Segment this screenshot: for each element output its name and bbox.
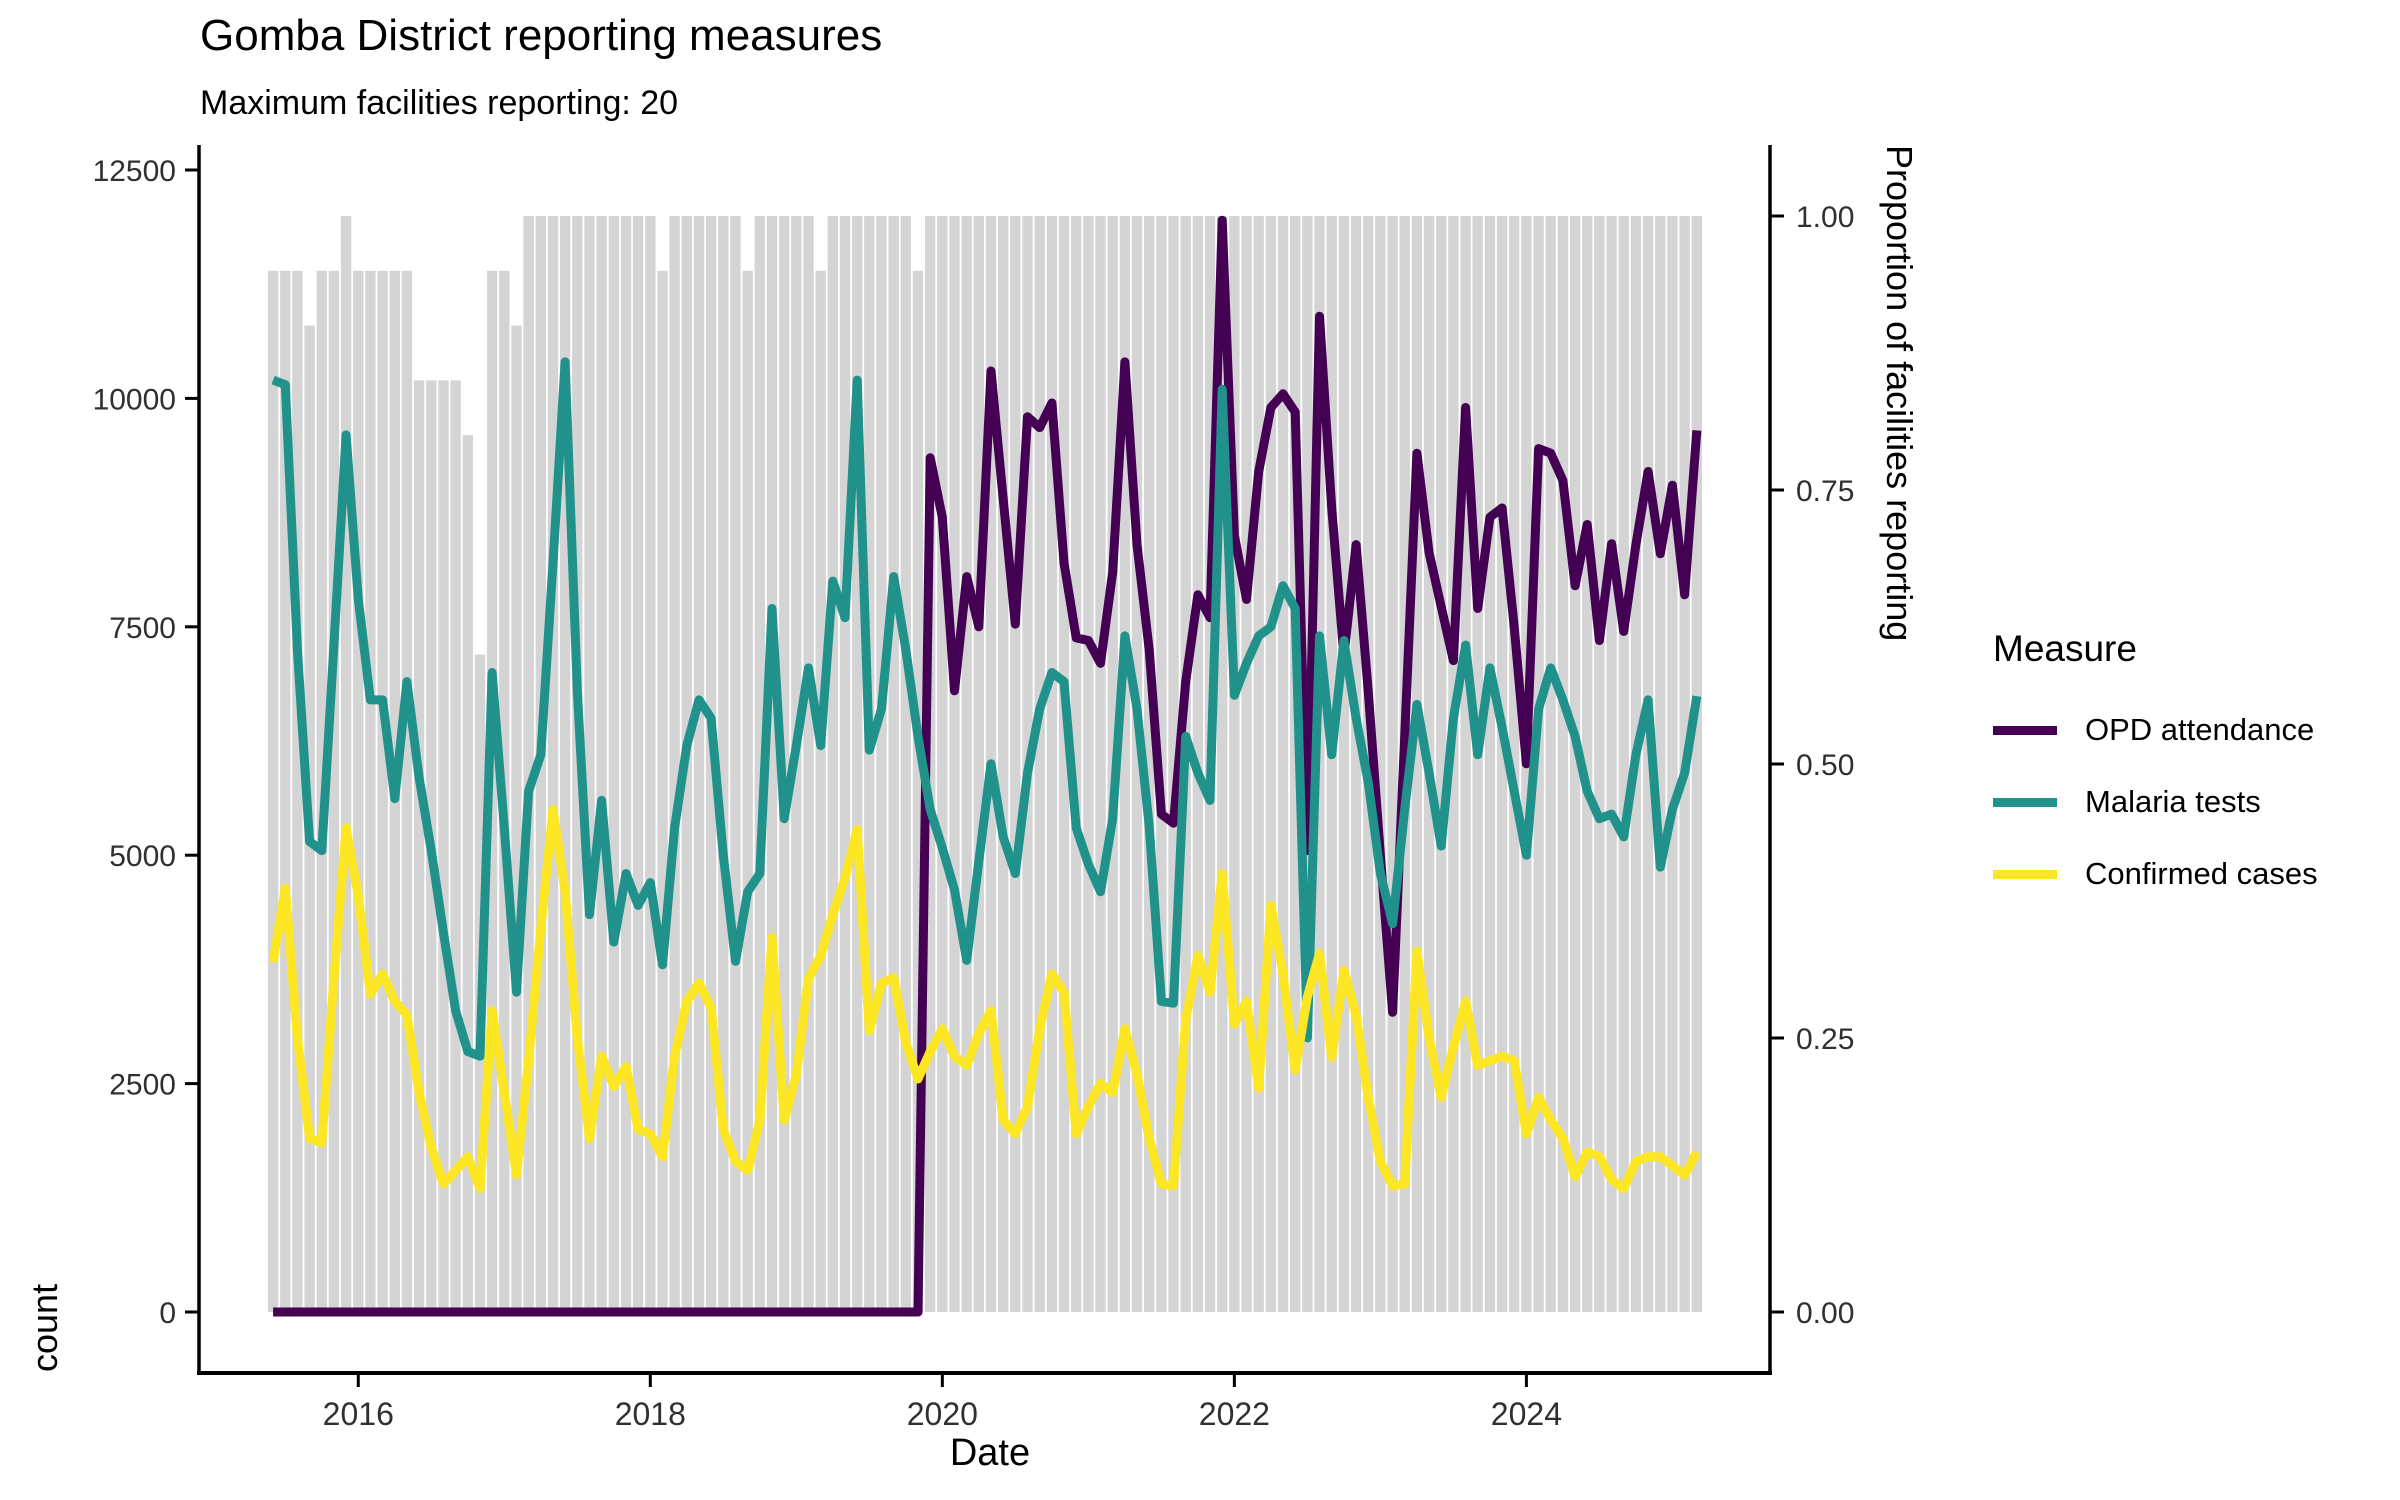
svg-text:12500: 12500 [93, 155, 176, 188]
legend-label: Confirmed cases [2085, 856, 2318, 891]
svg-text:0.75: 0.75 [1796, 475, 1854, 508]
svg-text:0.50: 0.50 [1796, 749, 1854, 782]
chart-title: Gomba District reporting measures [200, 11, 883, 60]
svg-text:2022: 2022 [1199, 1396, 1270, 1432]
legend-title: Measure [1993, 628, 2137, 669]
legend-item-opd: OPD attendance [1993, 694, 2318, 766]
svg-text:2016: 2016 [323, 1396, 394, 1432]
svg-text:2024: 2024 [1491, 1396, 1562, 1432]
svg-text:7500: 7500 [109, 612, 176, 645]
svg-text:10000: 10000 [93, 383, 176, 416]
svg-text:2500: 2500 [109, 1069, 176, 1102]
svg-text:2018: 2018 [615, 1396, 686, 1432]
svg-text:5000: 5000 [109, 840, 176, 873]
svg-text:1.00: 1.00 [1796, 201, 1854, 234]
confirmed-line-swatch-icon [1993, 869, 2057, 879]
svg-text:0.25: 0.25 [1796, 1023, 1854, 1056]
malaria-line-swatch-icon [1993, 797, 2057, 807]
chart-subtitle: Maximum facilities reporting: 20 [200, 84, 679, 122]
legend: Measure OPD attendance Malaria tests Con… [1993, 628, 2318, 910]
svg-text:0: 0 [159, 1297, 176, 1330]
y2-axis-title-proportion: Proportion of facilities reporting [1879, 145, 1920, 642]
opd-line-swatch-icon [1993, 725, 2057, 735]
svg-text:0.00: 0.00 [1796, 1297, 1854, 1330]
legend-label: Malaria tests [2085, 784, 2261, 819]
svg-text:2020: 2020 [907, 1396, 978, 1432]
legend-item-confirmed: Confirmed cases [1993, 838, 2318, 910]
legend-label: OPD attendance [2085, 712, 2315, 747]
x-axis-title-date: Date [949, 1432, 1031, 1474]
legend-item-malaria: Malaria tests [1993, 766, 2318, 838]
